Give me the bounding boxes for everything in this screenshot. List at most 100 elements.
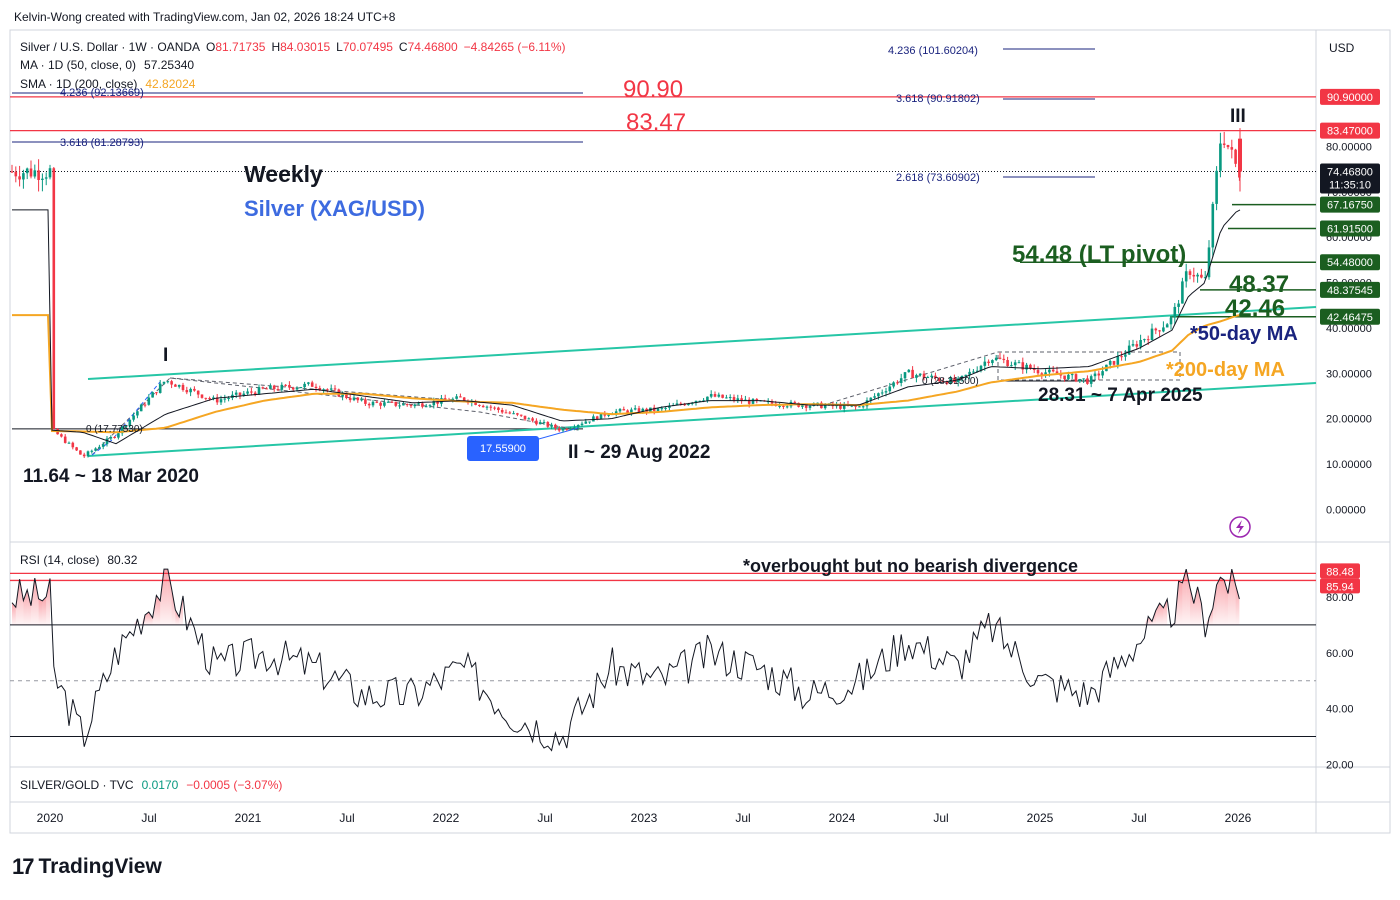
candle-body xyxy=(1177,303,1180,307)
candle-body xyxy=(1131,344,1135,346)
candle-body xyxy=(911,369,914,378)
candle-body xyxy=(880,392,884,394)
candle-body xyxy=(683,404,686,406)
candle-body xyxy=(1055,371,1059,375)
price-tick-label: 40.00000 xyxy=(1326,323,1372,335)
candle-body xyxy=(907,369,911,373)
candle-body xyxy=(550,424,553,427)
candle-body xyxy=(1112,360,1116,365)
candle-body xyxy=(1230,147,1234,150)
time-tick-label: Jul xyxy=(1131,811,1146,825)
candle-body xyxy=(459,396,462,398)
tradingview-wordmark: TradingView xyxy=(38,855,162,878)
candle-body xyxy=(436,401,439,404)
price-label-box-6 xyxy=(1320,308,1380,325)
candle-body xyxy=(253,392,257,395)
candle-body xyxy=(945,381,949,384)
candle-body xyxy=(124,425,128,427)
rsi-overbought-fill xyxy=(171,588,176,625)
candle-body xyxy=(1048,369,1051,373)
candle-body xyxy=(314,386,318,389)
candle-body xyxy=(280,384,284,390)
rsi-overbought-fill xyxy=(1220,577,1225,625)
candle-body xyxy=(1010,365,1013,367)
time-tick-label: Jul xyxy=(933,811,948,825)
fib-right-zero: 0 (28.31500) xyxy=(922,376,979,387)
candle-body xyxy=(1207,247,1211,278)
price-label-box-3 xyxy=(1320,220,1380,237)
candle-body xyxy=(1067,374,1070,380)
price-label-box-0 xyxy=(1320,88,1380,105)
candle-body xyxy=(219,399,223,403)
fib-right-4236: 4.236 (101.60204) xyxy=(888,45,978,57)
candle-body xyxy=(991,360,994,364)
candle-body xyxy=(193,388,196,391)
candle-body xyxy=(736,398,740,401)
candle-body xyxy=(200,394,204,398)
candle-body xyxy=(1124,354,1127,357)
annotation-ma50: *50-day MA xyxy=(1190,323,1298,345)
candle-body xyxy=(1093,373,1097,377)
candle-body xyxy=(675,403,679,406)
candle-body xyxy=(538,422,542,425)
price-label-box-2 xyxy=(1320,196,1380,213)
candle-body xyxy=(52,168,56,429)
currency-label[interactable]: USD xyxy=(1329,41,1355,55)
candle-body xyxy=(109,437,113,439)
price-label-box-1 xyxy=(1320,122,1380,139)
candle-body xyxy=(474,401,477,405)
candle-body xyxy=(371,401,375,406)
candle-body xyxy=(519,414,523,416)
alert-bolt-icon[interactable] xyxy=(1229,516,1251,538)
candle-body xyxy=(1101,371,1104,376)
candle-body xyxy=(1074,374,1078,382)
rsi-overbought-fill xyxy=(1182,569,1187,625)
candle-body xyxy=(166,381,170,383)
candle-body xyxy=(189,388,192,393)
candle-body xyxy=(926,377,930,379)
candle-body xyxy=(618,409,622,412)
candle-body xyxy=(865,400,869,407)
candle-body xyxy=(614,411,618,415)
candle-body xyxy=(1200,274,1203,278)
candle-body xyxy=(569,428,572,430)
candle-body xyxy=(462,397,466,401)
candle-body xyxy=(934,375,937,379)
candle-body xyxy=(770,401,774,404)
legend-sma200: SMA · 1D (200, close) 42.82024 xyxy=(20,77,196,91)
candle-body xyxy=(975,370,979,372)
candle-body xyxy=(1150,328,1154,340)
candle-body xyxy=(25,168,29,174)
rsi-overbought-fill xyxy=(167,569,172,625)
rsi-overbought-fill xyxy=(34,578,39,625)
candle-body xyxy=(823,405,827,409)
candle-body xyxy=(633,408,637,410)
candle-body xyxy=(747,399,751,404)
tradingview-logo[interactable]: 17 TradingView xyxy=(12,854,162,880)
candle-body xyxy=(1219,143,1222,171)
rsi-overbought-fill xyxy=(42,596,47,625)
candle-body xyxy=(968,371,971,375)
candle-body xyxy=(937,378,941,381)
candle-body xyxy=(751,399,755,404)
candle-body xyxy=(516,413,519,415)
candle-body xyxy=(1063,375,1066,380)
consolidation-box xyxy=(997,351,1181,381)
ratio-legend: SILVER/GOLD · TVC 0.0170 −0.0005 (−3.07%) xyxy=(20,778,282,792)
candle-body xyxy=(345,393,348,398)
countdown-text: 11:35:10 xyxy=(1329,179,1371,191)
candle-body xyxy=(284,384,287,386)
candle-body xyxy=(424,406,428,408)
candle-body xyxy=(656,408,660,411)
candle-body xyxy=(588,421,591,423)
candle-body xyxy=(956,378,960,383)
candle-body xyxy=(98,446,101,449)
candle-body xyxy=(318,388,322,391)
candle-body xyxy=(858,406,861,408)
wave-projection-2 xyxy=(169,377,481,403)
candle-body xyxy=(1215,170,1218,204)
candle-body xyxy=(804,405,808,408)
candle-body xyxy=(10,171,14,173)
candle-body xyxy=(261,387,265,389)
